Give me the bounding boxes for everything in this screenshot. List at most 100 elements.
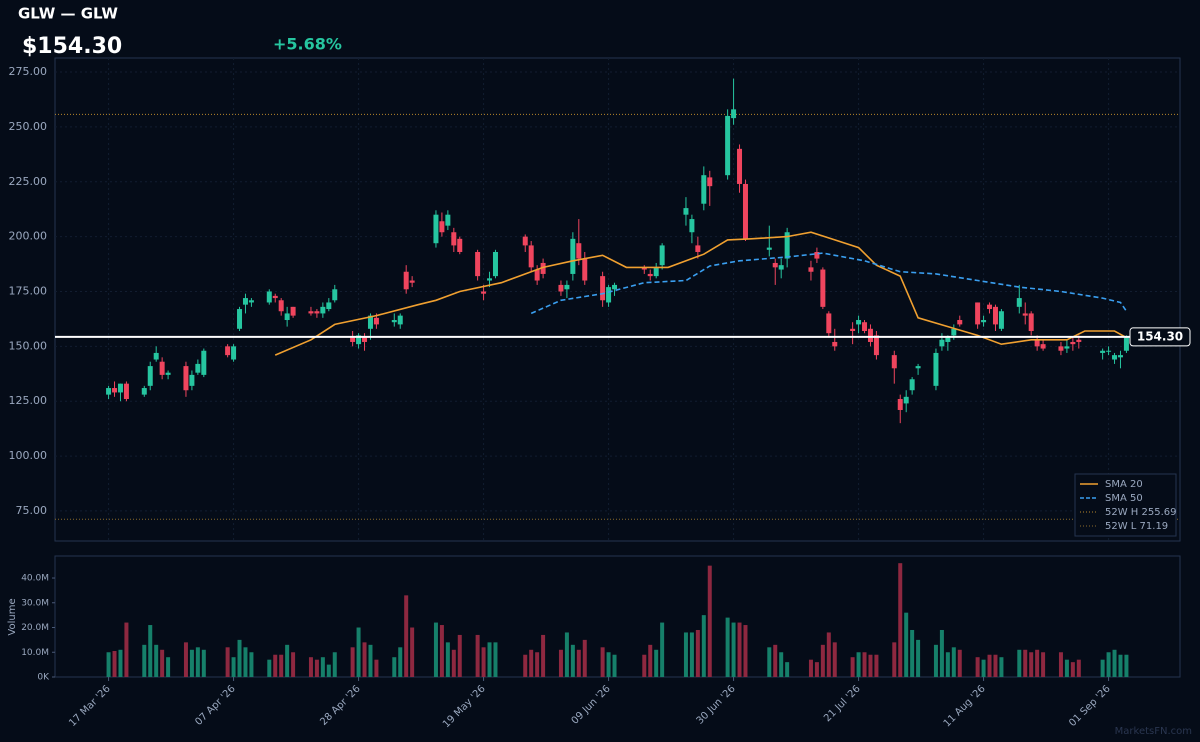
- volume-bar: [118, 649, 123, 677]
- candle-body: [772, 262, 778, 268]
- candle-body: [332, 289, 338, 301]
- sma-line: [530, 252, 1128, 315]
- candle-body: [909, 379, 915, 391]
- volume-bar: [695, 629, 700, 677]
- legend-label: 52W H 255.69: [1105, 507, 1176, 518]
- volume-bar: [225, 647, 230, 677]
- volume-bar: [273, 654, 278, 677]
- candle-body: [367, 315, 373, 329]
- volume-bar: [558, 649, 563, 677]
- volume-bar: [779, 652, 784, 677]
- candle-body: [308, 311, 314, 314]
- volume-bar: [874, 654, 879, 677]
- candle-body: [266, 291, 272, 303]
- candle-body: [237, 309, 243, 329]
- candle-body: [362, 337, 368, 342]
- volume-bar: [154, 644, 159, 677]
- watermark: MarketsFN.com: [1115, 726, 1192, 737]
- candle-body: [451, 232, 457, 246]
- volume-bar: [814, 662, 819, 677]
- candle-body: [957, 320, 963, 325]
- volume-bar: [731, 622, 736, 677]
- volume-bar: [660, 622, 665, 677]
- candle-body: [397, 315, 403, 325]
- volume-bar: [487, 642, 492, 677]
- volume-bar: [183, 642, 188, 677]
- candle-body: [528, 245, 534, 268]
- volume-bar: [689, 632, 694, 677]
- candle-body: [742, 183, 748, 239]
- candle-body: [242, 298, 248, 305]
- candle-body: [689, 219, 695, 233]
- candle-body: [766, 247, 772, 250]
- candle-body: [564, 284, 570, 290]
- candle-body: [1064, 346, 1070, 349]
- legend-label: SMA 20: [1105, 479, 1143, 490]
- candle-body: [903, 396, 909, 404]
- candle-body: [1058, 346, 1064, 351]
- volume-bar: [1106, 652, 1111, 677]
- volume-bar: [1017, 649, 1022, 677]
- candle-body: [1117, 355, 1123, 358]
- candle-body: [112, 388, 118, 393]
- volume-bar: [350, 647, 355, 677]
- y-tick-label: 150.00: [9, 339, 48, 352]
- volume-bar: [475, 634, 480, 677]
- volume-bar: [148, 625, 153, 677]
- vol-tick-label: 0K: [37, 673, 50, 683]
- volume-bar: [725, 617, 730, 677]
- candle-body: [701, 175, 707, 204]
- volume-bar: [332, 652, 337, 677]
- volume-bar: [410, 627, 415, 677]
- volume-bar: [433, 622, 438, 677]
- y-tick-label: 250.00: [9, 120, 48, 133]
- candle-body: [998, 311, 1004, 329]
- volume-bar: [1124, 654, 1129, 677]
- candle-body: [933, 352, 939, 386]
- volume-bar: [856, 652, 861, 677]
- y-tick-label: 200.00: [9, 230, 48, 243]
- candle-body: [612, 284, 618, 290]
- candle-body: [284, 313, 290, 321]
- volume-bar: [541, 634, 546, 677]
- volume-bar: [166, 657, 171, 677]
- legend-label: SMA 50: [1105, 493, 1143, 504]
- candle-body: [409, 280, 415, 283]
- candle-body: [1123, 337, 1129, 351]
- volume-bar: [326, 664, 331, 677]
- candle-body: [992, 306, 998, 325]
- candle-body: [695, 245, 701, 252]
- candle-body: [403, 271, 409, 290]
- candle-body: [897, 399, 903, 410]
- volume-axis-label: Volume: [7, 598, 18, 635]
- volume-bar: [362, 642, 367, 677]
- volume-bar: [862, 652, 867, 677]
- candle-body: [725, 115, 731, 176]
- candle-body: [850, 328, 856, 331]
- candle-body: [445, 214, 451, 226]
- volume-bar: [267, 659, 272, 677]
- candle-body: [778, 265, 784, 270]
- volume-bar: [249, 652, 254, 677]
- volume-bar: [457, 634, 462, 677]
- volume-bar: [648, 644, 653, 677]
- candle-body: [1034, 339, 1040, 347]
- volume-bar: [916, 639, 921, 677]
- volume-bar: [1064, 659, 1069, 677]
- volume-bar: [356, 627, 361, 677]
- candle-body: [153, 352, 159, 360]
- volume-bar: [106, 652, 111, 677]
- volume-bar: [231, 657, 236, 677]
- volume-bar: [1035, 649, 1040, 677]
- candle-body: [1106, 350, 1112, 352]
- candle-body: [457, 238, 463, 252]
- candle-body: [1028, 313, 1034, 331]
- volume-bar: [683, 632, 688, 677]
- volume-bar: [898, 563, 903, 677]
- volume-bar: [1070, 662, 1075, 677]
- last-price-box: [1129, 327, 1191, 347]
- vol-tick-label: 30.0M: [21, 598, 49, 608]
- price-panel: [54, 57, 1181, 542]
- volume-bar: [570, 644, 575, 677]
- volume-bar: [612, 654, 617, 677]
